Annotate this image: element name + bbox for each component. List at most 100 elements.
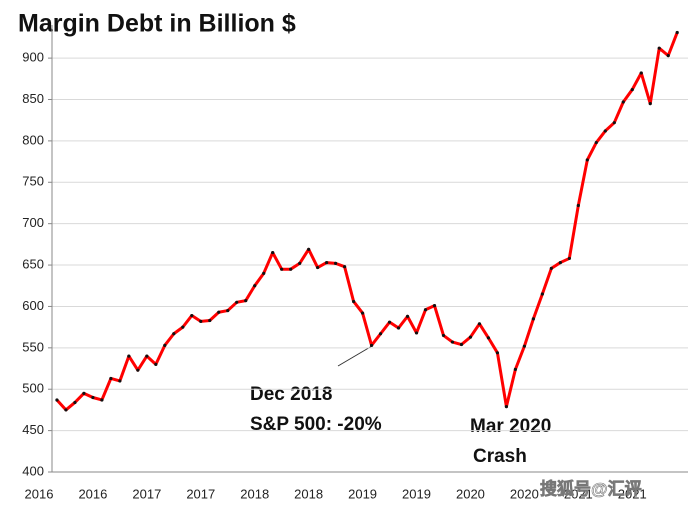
x-tick-label: 2019 (402, 486, 431, 501)
annotation: Dec 2018 (250, 384, 332, 405)
point (172, 332, 176, 336)
point (55, 398, 59, 402)
point (477, 322, 482, 326)
point (217, 310, 221, 314)
point (450, 340, 455, 344)
point (468, 335, 473, 339)
point (432, 304, 437, 308)
y-tick-label: 900 (22, 50, 44, 65)
watermark: 搜狐号@汇评 (540, 478, 642, 498)
point (567, 256, 571, 261)
y-tick-label: 400 (22, 463, 44, 478)
y-tick-label: 600 (22, 298, 44, 313)
point (280, 267, 284, 271)
point (154, 362, 158, 366)
x-tick-label: 2018 (294, 486, 323, 501)
chart-title: Margin Debt in Billion $ (18, 10, 296, 38)
x-tick-label: 2018 (240, 486, 269, 501)
x-tick-label: 2016 (78, 486, 107, 501)
point (298, 261, 302, 265)
point (343, 265, 347, 269)
point (522, 344, 526, 348)
point (163, 343, 167, 347)
point (109, 376, 113, 381)
annotation: Crash (473, 446, 527, 467)
x-tick-label: 2016 (25, 486, 54, 501)
point (630, 87, 634, 92)
point (648, 102, 652, 106)
point (612, 121, 616, 125)
point (423, 308, 428, 312)
point (657, 46, 661, 50)
point (486, 336, 491, 340)
point (414, 331, 419, 335)
point (244, 299, 248, 303)
point (127, 354, 131, 358)
point (513, 367, 518, 371)
point (289, 267, 293, 271)
point (145, 354, 149, 358)
x-tick-label: 2017 (186, 486, 215, 501)
point (378, 332, 383, 336)
point (262, 271, 266, 275)
point (603, 129, 607, 133)
point (325, 260, 329, 265)
y-tick-label: 700 (22, 215, 44, 230)
point (594, 140, 598, 145)
x-tick-label: 2017 (132, 486, 161, 501)
point (64, 408, 68, 412)
annotation: S&P 500: -20% (250, 414, 382, 435)
point (226, 308, 230, 313)
point (558, 260, 562, 265)
point (360, 311, 365, 315)
point (666, 54, 670, 58)
point (190, 313, 194, 318)
point (369, 343, 374, 347)
point (576, 203, 580, 208)
point (675, 30, 679, 35)
point (531, 317, 535, 321)
point (91, 395, 95, 400)
y-tick-label: 800 (22, 132, 44, 147)
point (82, 391, 86, 395)
point (405, 314, 410, 318)
point (441, 333, 446, 338)
point (118, 379, 122, 383)
y-tick-label: 500 (22, 381, 44, 396)
point (73, 400, 77, 405)
y-tick-label: 550 (22, 339, 44, 354)
point (136, 368, 140, 372)
x-tick-label: 2020 (456, 486, 485, 501)
point (504, 405, 509, 409)
y-tick-label: 450 (22, 422, 44, 437)
annotation-leader (337, 345, 373, 367)
point (585, 158, 589, 162)
point (181, 325, 185, 329)
point (621, 100, 625, 104)
point (387, 320, 392, 324)
point (549, 266, 553, 270)
point (639, 71, 643, 75)
point (199, 319, 203, 323)
point (540, 292, 544, 296)
point (307, 247, 311, 251)
x-tick-label: 2021 (564, 486, 593, 501)
y-tick-label: 750 (22, 174, 44, 189)
line (55, 31, 679, 412)
point (235, 300, 239, 304)
x-tick-label: 2019 (348, 486, 377, 501)
point (271, 251, 275, 255)
point (208, 318, 212, 323)
point (100, 398, 104, 402)
x-tick-label: 2020 (510, 486, 539, 501)
annotation: Mar 2020 (470, 416, 551, 437)
x-tick-label: 2021 (618, 486, 647, 501)
point (396, 326, 401, 330)
point (351, 299, 356, 304)
point (334, 261, 338, 265)
point (316, 265, 320, 270)
y-tick-label: 850 (22, 91, 44, 106)
point (253, 284, 257, 288)
point (459, 342, 464, 347)
